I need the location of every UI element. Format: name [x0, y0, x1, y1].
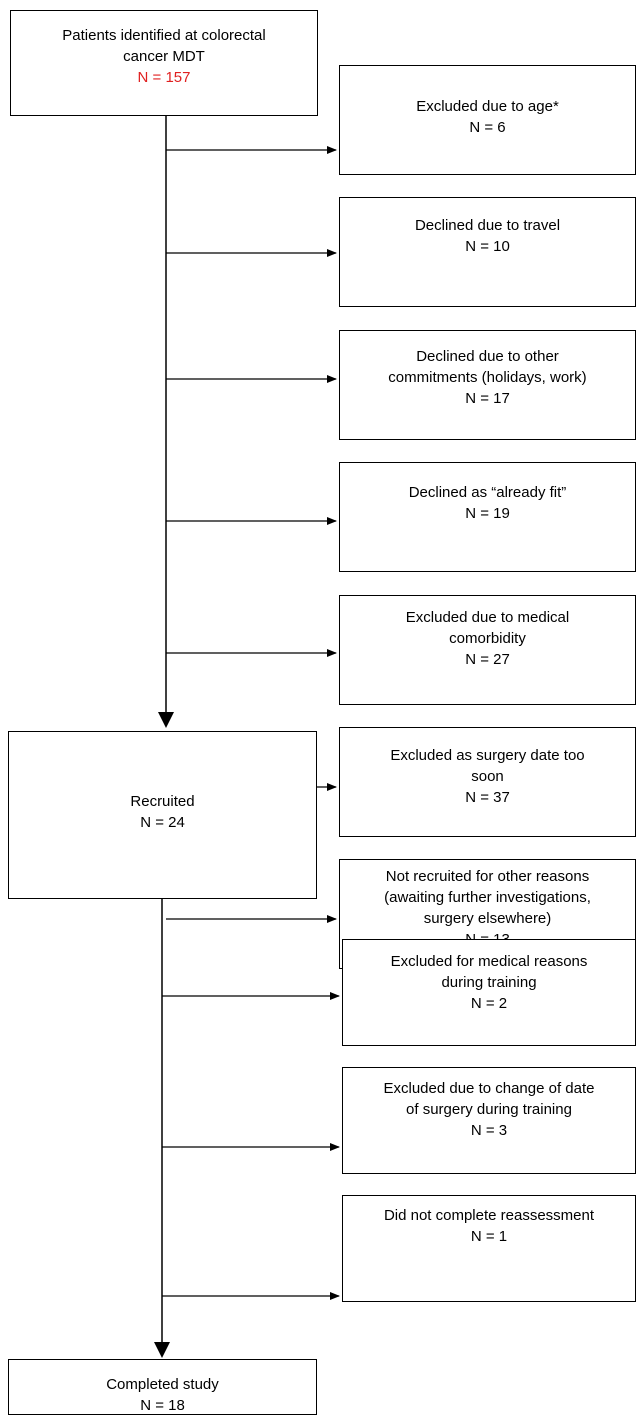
exclusion-label: Excluded due to medical: [405, 609, 570, 626]
source-label-line1: Patients identified at colorectal: [62, 27, 266, 44]
exclusion-label: comorbidity: [449, 630, 526, 647]
exclusion-box-date-change: Excluded due to change of date of surger…: [342, 1067, 636, 1174]
exclusion-count: N = 27: [465, 651, 510, 668]
exclusion-count: N = 10: [465, 238, 510, 255]
exclusion-box-comorbidity: Excluded due to medical comorbidity N = …: [339, 595, 636, 705]
exclusion-box-surgery-soon: Excluded as surgery date too soon N = 37: [339, 727, 636, 837]
exclusion-label: Declined due to other: [416, 348, 559, 365]
exclusion-box-age: Excluded due to age* N = 6: [339, 65, 636, 175]
exclusion-label: Excluded due to age*: [416, 98, 559, 115]
exclusion-label: Did not complete reassessment: [383, 1207, 595, 1224]
exclusion-label: Excluded for medical reasons: [390, 953, 588, 970]
exclusion-label: soon: [471, 768, 504, 785]
source-label-line2: cancer MDT: [123, 48, 205, 65]
exclusion-count: N = 19: [465, 505, 510, 522]
arrow-to-completed: [154, 1342, 170, 1358]
exclusion-count: N = 2: [470, 995, 508, 1012]
exclusion-label: surgery elsewhere): [423, 910, 552, 927]
exclusion-label: Not recruited for other reasons: [385, 868, 590, 885]
exclusion-count: N = 6: [469, 119, 506, 136]
exclusion-box-commitments: Declined due to other commitments (holid…: [339, 330, 636, 440]
exclusion-label: of surgery during training: [406, 1101, 572, 1118]
arrow-to-recruited: [158, 712, 174, 728]
source-count: N = 157: [137, 69, 191, 86]
exclusion-label: commitments (holidays, work): [388, 369, 587, 386]
recruited-box: Recruited N = 24: [8, 731, 317, 899]
exclusion-label: (awaiting further investigations,: [384, 889, 591, 906]
exclusion-label: Declined due to travel: [414, 217, 561, 234]
exclusion-box-travel: Declined due to travel N = 10: [339, 197, 636, 307]
exclusion-box-reassessment: Did not complete reassessment N = 1: [342, 1195, 636, 1302]
completed-count: N = 18: [140, 1397, 185, 1414]
completed-label: Completed study: [106, 1376, 219, 1393]
recruited-count: N = 24: [140, 814, 185, 831]
recruited-label: Recruited: [130, 793, 195, 810]
source-box: Patients identified at colorectal cancer…: [10, 10, 318, 116]
exclusion-count: N = 17: [465, 390, 510, 407]
exclusion-label: during training: [441, 974, 537, 991]
exclusion-box-medical-training: Excluded for medical reasons during trai…: [342, 939, 636, 1046]
completed-box: Completed study N = 18: [8, 1359, 317, 1415]
exclusion-count: N = 1: [470, 1228, 508, 1245]
exclusion-label: Declined as “already fit”: [408, 484, 567, 501]
exclusion-box-already-fit: Declined as “already fit” N = 19: [339, 462, 636, 572]
exclusion-count: N = 3: [470, 1122, 508, 1139]
exclusion-label: Excluded as surgery date too: [390, 747, 585, 764]
exclusion-label: Excluded due to change of date: [383, 1080, 595, 1097]
exclusion-count: N = 37: [465, 789, 510, 806]
